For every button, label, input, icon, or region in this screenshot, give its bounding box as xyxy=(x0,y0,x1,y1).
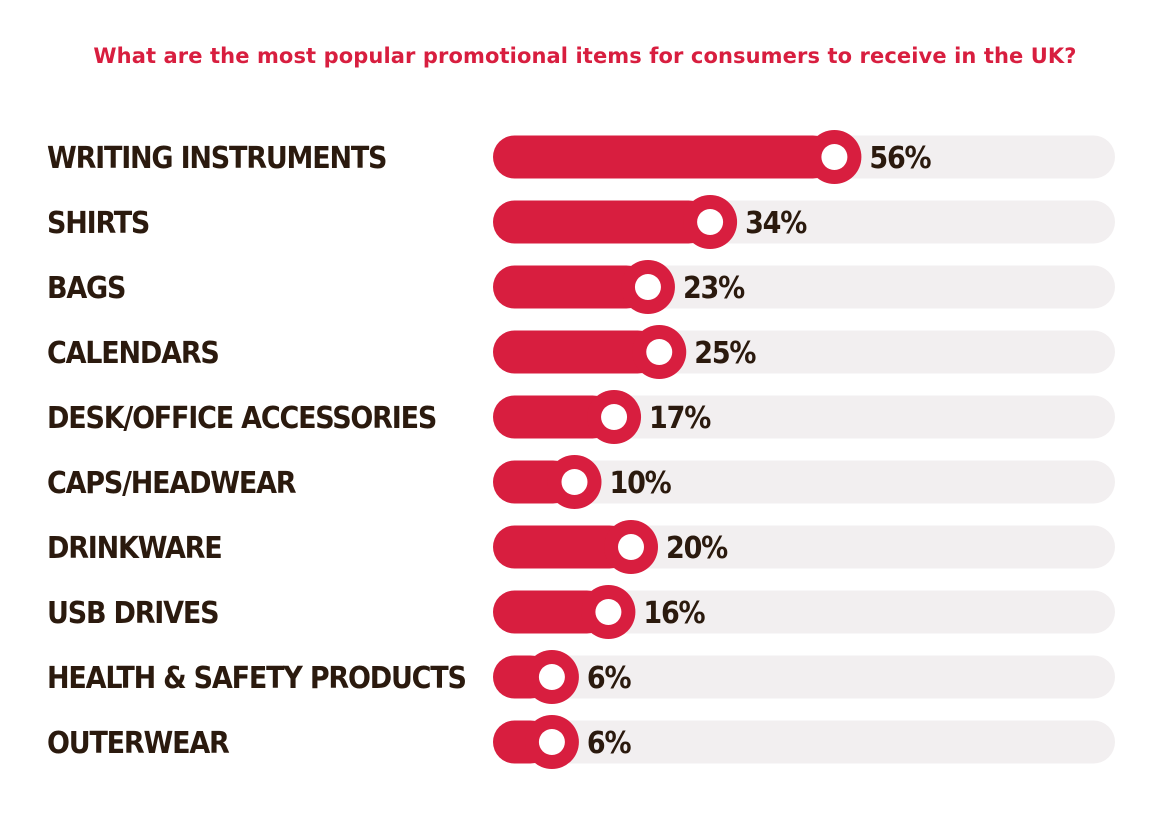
bar-fill xyxy=(493,330,660,374)
value-label: 34% xyxy=(745,206,807,241)
bar-knob-center xyxy=(595,599,622,625)
bar-track xyxy=(493,460,1115,504)
value-label: 6% xyxy=(587,661,632,696)
bar-track xyxy=(493,590,1115,634)
category-label: CALENDARS xyxy=(47,336,219,371)
bar-row: SHIRTS 34% xyxy=(47,195,1115,249)
bar-fill xyxy=(493,135,835,179)
bar-row: WRITING INSTRUMENTS 56% xyxy=(47,130,1115,184)
bar-knob-center xyxy=(618,534,644,560)
bar-row: CALENDARS 25% xyxy=(47,325,1115,379)
bar-fill xyxy=(493,395,615,439)
bar-knob-center xyxy=(697,209,724,235)
value-label: 20% xyxy=(666,531,728,566)
bar-row: BAGS 23% xyxy=(47,260,1115,314)
bar-knob-center xyxy=(601,404,628,430)
value-label: 10% xyxy=(610,466,672,501)
bar-row: DRINKWARE 20% xyxy=(47,520,1115,574)
value-label: 56% xyxy=(869,141,931,176)
bar-knob-center xyxy=(646,339,673,365)
bar-row: HEALTH & SAFETY PRODUCTS 6% xyxy=(47,650,1115,704)
bar-fill xyxy=(493,590,609,634)
category-label: BAGS xyxy=(47,271,125,306)
value-label: 23% xyxy=(683,271,745,306)
bar-row: CAPS/HEADWEAR 10% xyxy=(47,455,1115,509)
bar-fill xyxy=(493,525,631,569)
bar-knob-center xyxy=(538,729,565,755)
bar-knob-center xyxy=(538,664,565,690)
bar-row: USB DRIVES 16% xyxy=(47,585,1115,639)
category-label: CAPS/HEADWEAR xyxy=(47,466,297,501)
category-label: DESK/OFFICE ACCESSORIES xyxy=(47,401,436,436)
value-label: 16% xyxy=(643,596,705,631)
category-label: WRITING INSTRUMENTS xyxy=(47,141,386,176)
value-label: 6% xyxy=(587,726,632,761)
bar-knob-center xyxy=(561,469,588,495)
bar-row: OUTERWEAR 6% xyxy=(47,715,1115,769)
bar-track xyxy=(493,655,1115,699)
bar-fill xyxy=(493,200,711,244)
value-label: 17% xyxy=(649,401,711,436)
category-label: USB DRIVES xyxy=(47,596,218,631)
bar-fill xyxy=(493,265,648,309)
category-label: HEALTH & SAFETY PRODUCTS xyxy=(47,661,466,696)
chart-title: What are the most popular promotional it… xyxy=(93,44,1077,68)
bar-knob-center xyxy=(634,274,661,300)
bar-knob-center xyxy=(821,144,848,170)
bar-row: DESK/OFFICE ACCESSORIES 17% xyxy=(47,390,1115,444)
bar-track xyxy=(493,395,1115,439)
category-label: DRINKWARE xyxy=(47,531,222,566)
category-label: SHIRTS xyxy=(47,206,149,241)
bar-track xyxy=(493,720,1115,764)
category-label: OUTERWEAR xyxy=(47,726,230,761)
value-label: 25% xyxy=(694,336,756,371)
